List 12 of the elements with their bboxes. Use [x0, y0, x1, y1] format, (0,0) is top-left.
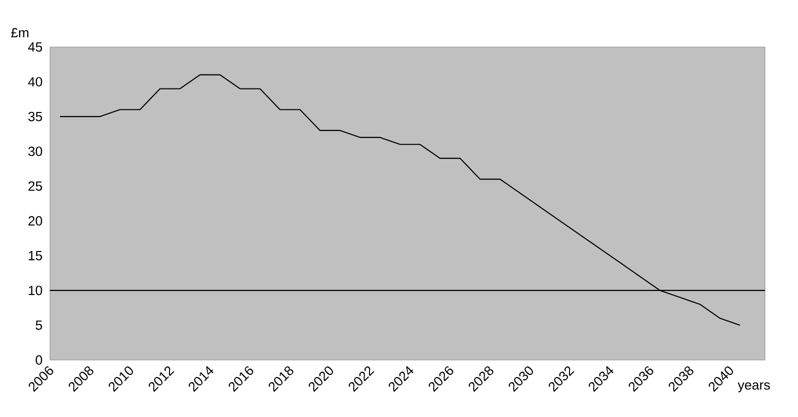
- y-tick-label: 30: [28, 146, 42, 156]
- y-tick-label: 20: [28, 216, 42, 226]
- y-tick-label: 45: [28, 42, 42, 52]
- y-tick-label: 10: [28, 286, 42, 296]
- y-tick-label: 25: [28, 181, 42, 191]
- y-tick-label: 35: [28, 112, 42, 122]
- y-tick-label: 40: [28, 77, 42, 86]
- y-tick-label: 5: [36, 320, 42, 330]
- x-axis-title: years: [738, 382, 770, 392]
- y-tick-label: 15: [28, 251, 42, 260]
- y-tick-label: 0: [36, 355, 42, 365]
- y-axis-title: £m: [11, 28, 28, 38]
